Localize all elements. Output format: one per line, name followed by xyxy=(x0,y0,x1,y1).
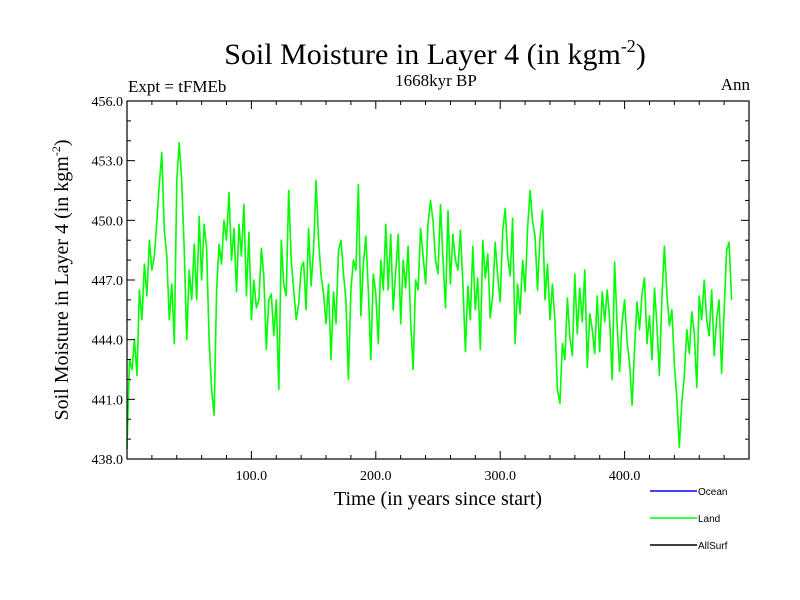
subtitle-season: Ann xyxy=(721,75,751,94)
y-tick-label: 450.0 xyxy=(92,214,124,229)
y-tick-label: 453.0 xyxy=(92,155,124,170)
y-tick-label: 438.0 xyxy=(92,453,124,468)
chart-title-sup: -2 xyxy=(621,36,636,56)
plot-frame xyxy=(126,100,750,460)
y-axis-label-sup: -2 xyxy=(49,146,63,156)
x-tick-label: 400.0 xyxy=(609,469,641,484)
y-tick-label: 441.0 xyxy=(92,393,124,408)
x-tick-label: 300.0 xyxy=(484,469,516,484)
y-axis-label: Soil Moisture in Layer 4 (in kgm-2) xyxy=(49,139,73,420)
chart-title-main: Soil Moisture in Layer 4 (in kgm xyxy=(224,38,621,71)
x-axis-label: Time (in years since start) xyxy=(334,488,542,510)
y-tick-label: 447.0 xyxy=(92,274,124,289)
series-line-land xyxy=(126,142,733,450)
legend: Ocean Land AllSurf xyxy=(650,487,728,552)
legend-label-allsurf: AllSurf xyxy=(698,541,728,552)
y-tick-label: 456.0 xyxy=(92,95,124,110)
subtitle-experiment: Expt = tFMEb xyxy=(128,77,226,96)
subtitle-period: 1668kyr BP xyxy=(395,71,477,90)
y-axis-label-main: Soil Moisture in Layer 4 (in kgm xyxy=(51,156,73,421)
legend-label-land: Land xyxy=(698,514,720,525)
x-tick-label: 200.0 xyxy=(360,469,392,484)
y-axis-label-close: ) xyxy=(51,139,73,146)
chart-title: Soil Moisture in Layer 4 (in kgm-2) xyxy=(224,36,646,71)
chart-title-close: ) xyxy=(636,38,646,71)
x-tick-label: 100.0 xyxy=(236,469,268,484)
axis-ticks: 100.0 200.0 300.0 400.0 438.0 441.0 444.0 447.0… xyxy=(92,95,749,484)
legend-label-ocean: Ocean xyxy=(698,487,727,498)
y-tick-label: 444.0 xyxy=(92,334,124,349)
